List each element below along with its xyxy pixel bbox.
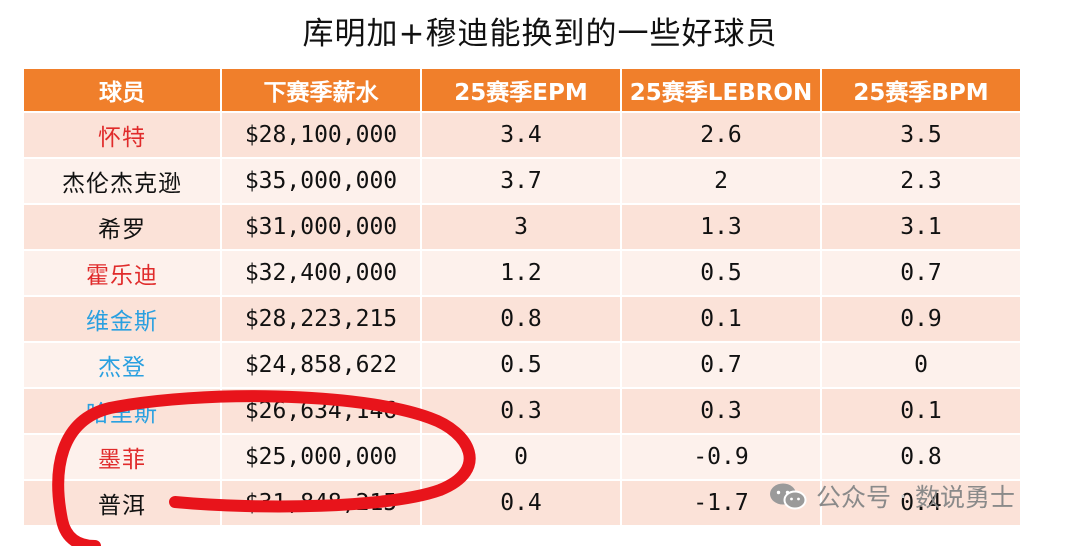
player-name: 霍乐迪 (22, 249, 222, 297)
lebron-cell: -0.9 (620, 433, 822, 481)
watermark-text-a: 公众号 (816, 483, 892, 512)
header-lebron: 25赛季LEBRON (620, 67, 822, 113)
player-name: 希罗 (22, 203, 222, 251)
header-salary: 下赛季薪水 (220, 67, 422, 113)
player-name: 哈里斯 (22, 387, 222, 435)
salary-cell: $32,400,000 (220, 249, 422, 297)
wechat-icon (770, 483, 807, 510)
bpm-cell: 0.1 (820, 387, 1022, 435)
epm-cell: 0.4 (420, 479, 622, 527)
bpm-cell: 2.3 (820, 157, 1022, 205)
watermark-text-b: 数说勇士 (914, 483, 1015, 512)
player-stats-table: 球员 下赛季薪水 25赛季EPM 25赛季LEBRON 25赛季BPM 怀特 $… (22, 67, 1022, 527)
epm-cell: 3 (420, 203, 622, 251)
page-title: 库明加+穆迪能换到的一些好球员 (302, 16, 778, 52)
salary-cell: $28,223,215 (220, 295, 422, 343)
lebron-cell: 0.3 (620, 387, 822, 435)
lebron-cell: 2.6 (620, 111, 822, 159)
player-name: 普洱 (22, 479, 222, 527)
player-name: 维金斯 (22, 295, 222, 343)
player-name: 杰伦杰克逊 (22, 157, 222, 205)
table-row: 墨菲 $25,000,000 0 -0.9 0.8 (22, 433, 1022, 481)
table-row: 怀特 $28,100,000 3.4 2.6 3.5 (22, 111, 1022, 159)
table-row: 杰伦杰克逊 $35,000,000 3.7 2 2.3 (22, 157, 1022, 205)
player-name: 墨菲 (22, 433, 222, 481)
salary-cell: $35,000,000 (220, 157, 422, 205)
table-header-row: 球员 下赛季薪水 25赛季EPM 25赛季LEBRON 25赛季BPM (22, 67, 1022, 113)
salary-cell: $31,000,000 (220, 203, 422, 251)
lebron-cell: 2 (620, 157, 822, 205)
epm-cell: 0 (420, 433, 622, 481)
header-bpm: 25赛季BPM (820, 67, 1022, 113)
table-row: 杰登 $24,858,622 0.5 0.7 0 (22, 341, 1022, 389)
salary-cell: $31,848,215 (220, 479, 422, 527)
player-name: 杰登 (22, 341, 222, 389)
epm-cell: 0.3 (420, 387, 622, 435)
epm-cell: 3.7 (420, 157, 622, 205)
salary-cell: $25,000,000 (220, 433, 422, 481)
watermark-separator: · (899, 481, 907, 511)
watermark: 公众号 · 数说勇士 (768, 478, 1015, 514)
bpm-cell: 0 (820, 341, 1022, 389)
epm-cell: 0.5 (420, 341, 622, 389)
bpm-cell: 0.7 (820, 249, 1022, 297)
table-row: 霍乐迪 $32,400,000 1.2 0.5 0.7 (22, 249, 1022, 297)
lebron-cell: 0.5 (620, 249, 822, 297)
table-row: 哈里斯 $26,634,146 0.3 0.3 0.1 (22, 387, 1022, 435)
table-row: 希罗 $31,000,000 3 1.3 3.1 (22, 203, 1022, 251)
lebron-cell: 1.3 (620, 203, 822, 251)
bpm-cell: 0.4 (820, 479, 1022, 527)
bpm-cell: 0.9 (820, 295, 1022, 343)
table-row: 维金斯 $28,223,215 0.8 0.1 0.9 (22, 295, 1022, 343)
epm-cell: 1.2 (420, 249, 622, 297)
salary-cell: $26,634,146 (220, 387, 422, 435)
header-epm: 25赛季EPM (420, 67, 622, 113)
header-player: 球员 (22, 67, 222, 113)
player-name: 怀特 (22, 111, 222, 159)
bpm-cell: 0.8 (820, 433, 1022, 481)
lebron-cell: 0.7 (620, 341, 822, 389)
bpm-cell: 3.5 (820, 111, 1022, 159)
salary-cell: $24,858,622 (220, 341, 422, 389)
epm-cell: 0.8 (420, 295, 622, 343)
bpm-cell: 3.1 (820, 203, 1022, 251)
salary-cell: $28,100,000 (220, 111, 422, 159)
epm-cell: 3.4 (420, 111, 622, 159)
lebron-cell: 0.1 (620, 295, 822, 343)
